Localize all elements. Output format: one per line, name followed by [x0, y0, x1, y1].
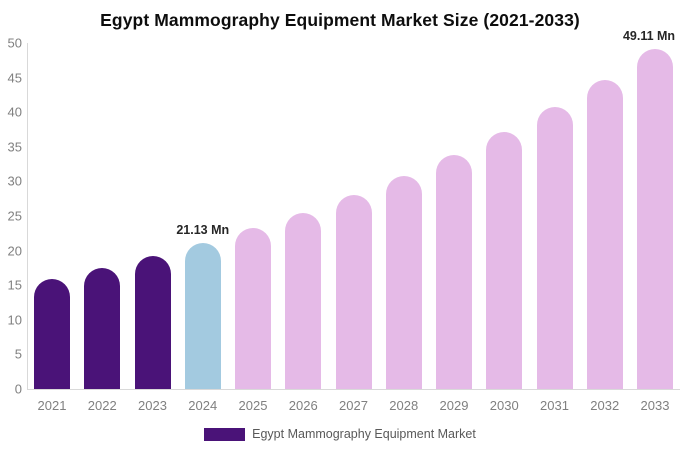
x-tick-label-2024: 2024	[188, 398, 218, 413]
legend-swatch	[204, 427, 246, 441]
x-tick-label-2025: 2025	[238, 398, 268, 413]
bar-2024	[184, 242, 221, 389]
x-axis-line	[27, 389, 680, 390]
x-tick-label-2033: 2033	[640, 398, 670, 413]
bar-2021	[34, 278, 70, 389]
y-tick-label: 30	[7, 173, 22, 189]
bar-2027	[335, 195, 372, 389]
x-tick-label-2030: 2030	[489, 398, 519, 413]
bar-2028	[385, 176, 422, 389]
x-tick-label-2023: 2023	[138, 398, 167, 413]
x-tick-label-2027: 2027	[339, 398, 368, 413]
data-label-2033: 49.11 Mn	[622, 29, 676, 44]
y-axis-line	[27, 43, 28, 389]
bar-2026	[285, 212, 322, 389]
y-tick-label: 15	[7, 277, 22, 293]
y-tick-label: 35	[7, 139, 22, 155]
data-label-2024: 21.13 Mn	[176, 222, 230, 237]
y-tick-label: 25	[7, 208, 22, 224]
y-tick-label: 0	[14, 381, 22, 397]
y-tick-label: 40	[7, 104, 22, 120]
chart-title: Egypt Mammography Equipment Market Size …	[100, 10, 580, 30]
x-tick-label-2022: 2022	[87, 398, 117, 413]
x-tick-label-2026: 2026	[288, 398, 318, 413]
bar-2030	[486, 132, 523, 389]
y-tick-label: 45	[7, 70, 22, 86]
bar-2032	[586, 79, 623, 389]
bar-2033	[637, 49, 673, 389]
bar-2029	[436, 155, 472, 389]
bar-2023	[134, 255, 171, 389]
y-tick-label: 5	[14, 346, 22, 362]
x-tick-label-2032: 2032	[590, 398, 620, 413]
x-tick-label-2028: 2028	[389, 398, 419, 413]
x-tick-label-2029: 2029	[439, 398, 469, 413]
bar-2025	[235, 228, 271, 389]
legend-label: Egypt Mammography Equipment Market	[252, 427, 476, 441]
legend: Egypt Mammography Equipment Market	[0, 426, 680, 442]
x-tick-label-2031: 2031	[540, 398, 569, 413]
y-tick-label: 20	[7, 243, 22, 259]
bar-2022	[84, 267, 121, 389]
y-tick-label: 50	[7, 35, 22, 51]
x-tick-label-2021: 2021	[37, 398, 67, 413]
bar-2031	[536, 107, 573, 389]
y-tick-label: 10	[7, 312, 22, 328]
